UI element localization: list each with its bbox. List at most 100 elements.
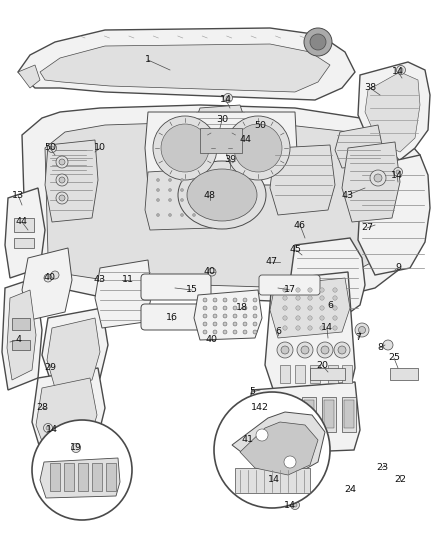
Bar	[12, 340, 30, 350]
Polygon shape	[47, 318, 100, 388]
Bar	[200, 128, 242, 153]
Polygon shape	[45, 122, 408, 288]
Circle shape	[253, 330, 257, 334]
Text: 46: 46	[294, 221, 306, 230]
Circle shape	[56, 174, 68, 186]
Circle shape	[180, 198, 184, 201]
Polygon shape	[18, 28, 355, 100]
Circle shape	[333, 326, 337, 330]
Circle shape	[243, 306, 247, 310]
Circle shape	[233, 330, 237, 334]
Text: 14: 14	[391, 171, 403, 180]
Circle shape	[296, 326, 300, 330]
Circle shape	[293, 503, 297, 507]
Circle shape	[320, 316, 324, 320]
Text: 25: 25	[388, 353, 400, 362]
Polygon shape	[270, 278, 350, 338]
Text: 44: 44	[16, 217, 28, 227]
Bar	[322, 397, 336, 432]
Text: 7: 7	[355, 334, 361, 343]
Circle shape	[308, 326, 312, 330]
Text: 14: 14	[284, 500, 296, 510]
Circle shape	[333, 296, 337, 300]
Bar	[390, 368, 418, 380]
Polygon shape	[245, 382, 360, 454]
Circle shape	[192, 214, 195, 216]
Bar	[262, 397, 276, 432]
Text: 1: 1	[145, 55, 151, 64]
Circle shape	[205, 214, 208, 216]
Polygon shape	[145, 112, 298, 185]
Circle shape	[321, 346, 329, 354]
Circle shape	[253, 314, 257, 318]
Circle shape	[71, 443, 81, 453]
Circle shape	[374, 174, 382, 182]
Text: 29: 29	[44, 364, 56, 373]
Text: 30: 30	[216, 116, 228, 125]
Bar	[92, 463, 102, 491]
Bar	[342, 397, 356, 432]
Text: 17: 17	[284, 286, 296, 295]
Circle shape	[153, 116, 217, 180]
Circle shape	[256, 429, 268, 441]
Polygon shape	[48, 142, 88, 178]
Circle shape	[214, 392, 330, 508]
Text: 22: 22	[394, 475, 406, 484]
Circle shape	[308, 316, 312, 320]
Circle shape	[59, 159, 65, 165]
Text: 13: 13	[12, 190, 24, 199]
Circle shape	[272, 475, 280, 484]
Circle shape	[169, 198, 172, 201]
Text: 14: 14	[321, 324, 333, 333]
Polygon shape	[42, 308, 108, 385]
Text: 10: 10	[94, 143, 106, 152]
Bar	[344, 400, 354, 428]
Circle shape	[223, 306, 227, 310]
Polygon shape	[2, 278, 42, 390]
Circle shape	[396, 66, 406, 75]
Circle shape	[205, 189, 208, 191]
Circle shape	[301, 346, 309, 354]
Circle shape	[50, 146, 54, 150]
Circle shape	[223, 298, 227, 302]
Circle shape	[283, 316, 287, 320]
Circle shape	[43, 424, 53, 432]
Circle shape	[393, 167, 403, 176]
Circle shape	[253, 298, 257, 302]
Circle shape	[355, 323, 369, 337]
Text: 43: 43	[94, 276, 106, 285]
Bar	[302, 397, 316, 432]
Text: 40: 40	[44, 273, 56, 282]
Circle shape	[56, 192, 68, 204]
Circle shape	[333, 288, 337, 292]
Circle shape	[284, 456, 296, 468]
Circle shape	[223, 93, 233, 102]
Ellipse shape	[187, 169, 257, 221]
Polygon shape	[365, 72, 420, 152]
Circle shape	[253, 306, 257, 310]
Circle shape	[169, 214, 172, 216]
Text: 4: 4	[15, 335, 21, 344]
Circle shape	[59, 195, 65, 201]
Polygon shape	[194, 290, 262, 340]
Circle shape	[283, 326, 287, 330]
Circle shape	[399, 68, 403, 72]
Circle shape	[213, 306, 217, 310]
Text: 14: 14	[46, 425, 58, 434]
Circle shape	[310, 34, 326, 50]
Text: 40: 40	[206, 335, 218, 344]
Circle shape	[358, 327, 365, 334]
Polygon shape	[335, 125, 382, 168]
Circle shape	[396, 170, 400, 174]
Text: 48: 48	[204, 190, 216, 199]
Bar	[264, 400, 274, 428]
Text: 27: 27	[361, 223, 373, 232]
Ellipse shape	[178, 161, 266, 229]
Circle shape	[334, 342, 350, 358]
Circle shape	[56, 156, 68, 168]
Bar	[295, 365, 305, 383]
Circle shape	[203, 314, 207, 318]
Circle shape	[243, 298, 247, 302]
Circle shape	[156, 198, 159, 201]
Polygon shape	[40, 458, 120, 498]
